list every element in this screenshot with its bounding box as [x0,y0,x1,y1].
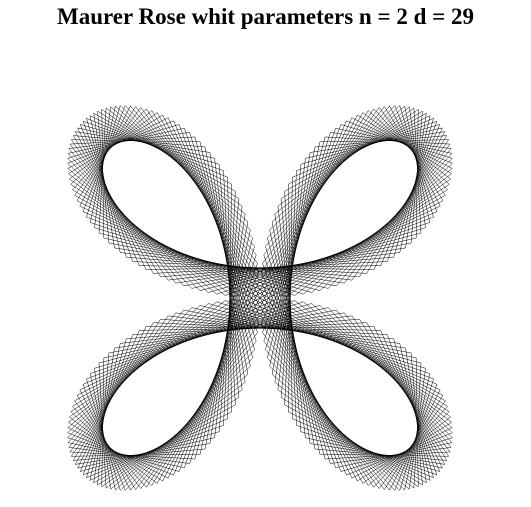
d-label: d = [413,4,446,29]
title: Maurer Rose whit parameters n = 2 d = 29 [0,4,531,30]
n-value: 2 [396,4,408,29]
title-text: Maurer Rose whit parameters [57,4,354,29]
maurer-rose [67,105,453,491]
n-label: n = [358,4,391,29]
d-value: 29 [450,4,474,29]
